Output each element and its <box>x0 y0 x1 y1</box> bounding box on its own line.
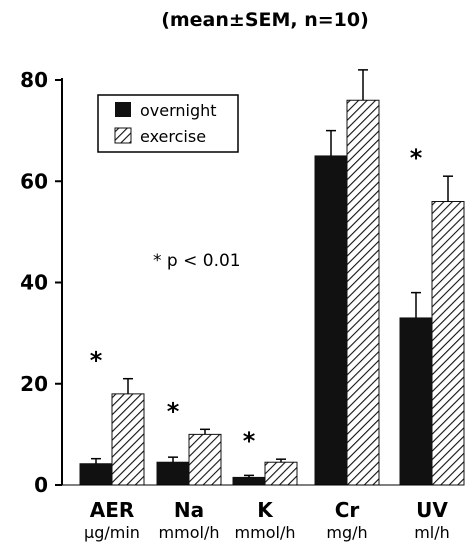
legend-swatch-overnight <box>115 102 131 117</box>
category-label-aer: AER <box>90 498 135 522</box>
y-tick-label: 80 <box>20 68 48 92</box>
bar-overnight-na <box>156 461 190 486</box>
bar-overnight-aer <box>79 463 113 486</box>
y-tick-label: 60 <box>20 169 48 193</box>
significance-star-k: * <box>243 427 256 455</box>
unit-label-aer: µg/min <box>84 523 140 542</box>
category-label-cr: Cr <box>335 498 360 522</box>
legend-label-exercise: exercise <box>140 127 206 146</box>
significance-star-na: * <box>167 397 180 425</box>
bars: * * * * <box>62 69 465 486</box>
legend-swatch-exercise <box>114 127 132 144</box>
y-tick-label: 20 <box>20 372 48 396</box>
bar-exercise-na <box>188 433 222 486</box>
y-axis: 0 20 40 60 80 <box>20 68 63 497</box>
bar-exercise-k <box>264 461 298 486</box>
category-label-uv: UV <box>416 498 448 522</box>
y-tick-label: 0 <box>34 473 48 497</box>
chart-subtitle: (mean±SEM, n=10) <box>161 9 369 31</box>
category-label-na: Na <box>174 498 204 522</box>
bar-overnight-uv <box>399 317 433 486</box>
bar-exercise-aer <box>111 393 145 486</box>
category-label-k: K <box>257 498 274 522</box>
legend-label-overnight: overnight <box>140 101 217 120</box>
unit-label-k: mmol/h <box>235 523 296 542</box>
bar-overnight-cr <box>314 155 348 486</box>
bar-exercise-uv <box>431 201 465 486</box>
significance-star-uv: * <box>410 144 423 172</box>
significance-annotation: * p < 0.01 <box>153 251 241 271</box>
unit-label-cr: mg/h <box>326 523 367 542</box>
unit-label-uv: ml/h <box>414 523 450 542</box>
legend: overnight exercise <box>97 94 239 153</box>
y-tick-label: 40 <box>20 271 48 295</box>
unit-label-na: mmol/h <box>159 523 220 542</box>
significance-star-aer: * <box>90 347 103 375</box>
bar-exercise-cr <box>346 99 380 486</box>
bar-overnight-k <box>232 476 266 486</box>
